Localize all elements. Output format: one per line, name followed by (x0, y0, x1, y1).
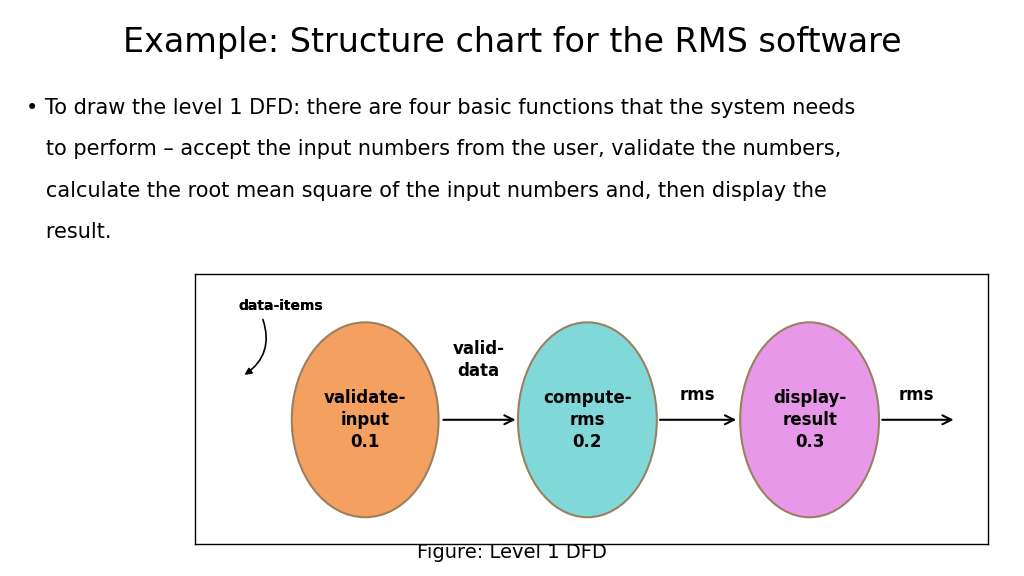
Text: data-items: data-items (239, 299, 323, 313)
Text: • To draw the level 1 DFD: there are four basic functions that the system needs: • To draw the level 1 DFD: there are fou… (26, 98, 855, 118)
Text: Example: Structure chart for the RMS software: Example: Structure chart for the RMS sof… (123, 26, 901, 59)
Text: result.: result. (26, 222, 111, 242)
Text: Figure: Level 1 DFD: Figure: Level 1 DFD (417, 543, 607, 562)
Text: display-
result
0.3: display- result 0.3 (773, 389, 846, 451)
Text: rms: rms (679, 386, 715, 404)
Ellipse shape (740, 323, 879, 517)
Text: validate-
input
0.1: validate- input 0.1 (324, 389, 407, 451)
Text: compute-
rms
0.2: compute- rms 0.2 (543, 389, 632, 451)
Ellipse shape (518, 323, 656, 517)
FancyArrowPatch shape (246, 320, 266, 374)
Text: calculate the root mean square of the input numbers and, then display the: calculate the root mean square of the in… (26, 181, 826, 201)
Text: rms: rms (899, 386, 935, 404)
Text: data-items: data-items (239, 299, 323, 313)
Ellipse shape (292, 323, 438, 517)
Text: valid-
data: valid- data (453, 340, 505, 380)
Text: to perform – accept the input numbers from the user, validate the numbers,: to perform – accept the input numbers fr… (26, 139, 841, 160)
